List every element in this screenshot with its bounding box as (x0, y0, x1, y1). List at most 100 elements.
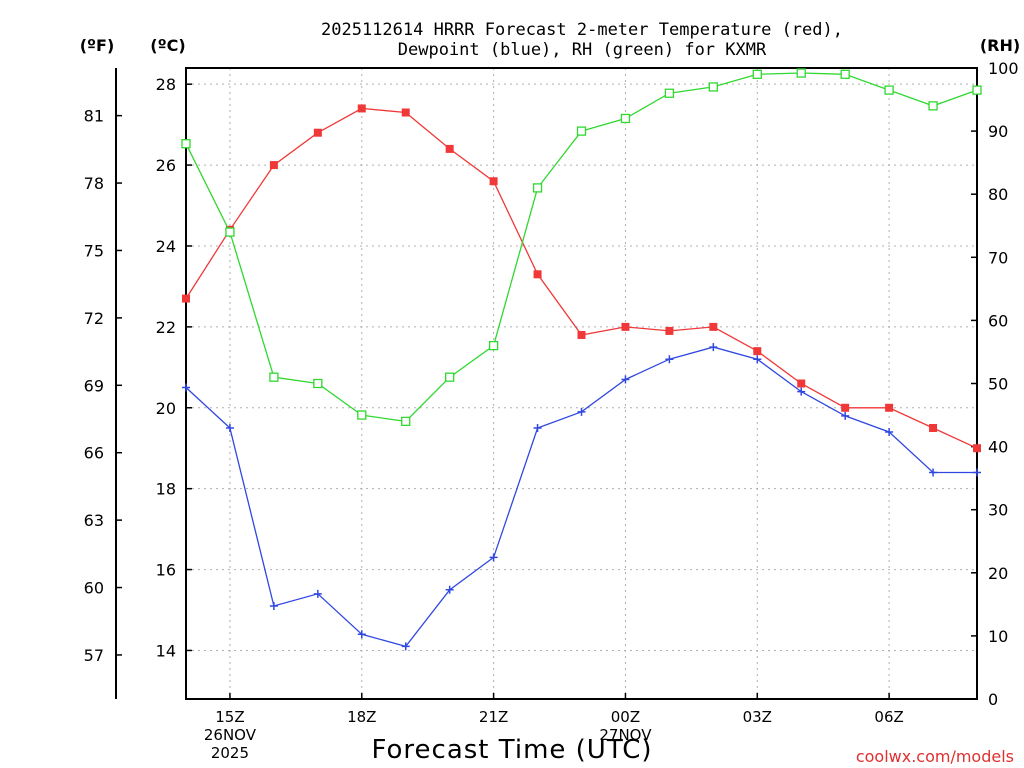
rh-point (796, 68, 806, 78)
rh-tick-label: 30 (988, 501, 1008, 520)
dewpoint-point (445, 585, 454, 594)
temperature-point (357, 104, 366, 113)
x-tick-label: 06Z (874, 708, 903, 726)
temperature-point (533, 270, 542, 279)
series-dewpoint (182, 343, 981, 651)
x-axis-title: Forecast Time (UTC) (371, 735, 652, 765)
rh-point (576, 126, 587, 136)
celsius-tick-label: 20 (156, 399, 176, 418)
temperature-point (269, 161, 278, 170)
temperature-point (973, 444, 981, 453)
rh-point (884, 85, 894, 95)
chart-title: 2025112614 HRRR Forecast 2-meter Tempera… (321, 20, 843, 60)
temperature-point (665, 326, 674, 335)
fahrenheit-tick-label: 72 (84, 309, 104, 328)
rh-point (357, 410, 367, 420)
dewpoint-point (709, 343, 718, 352)
rh-tick-label: 50 (988, 375, 1008, 394)
fahrenheit-tick-label: 66 (84, 444, 104, 463)
rh-axis-label: (RH) (980, 36, 1020, 55)
x-tick-label: 27NOV (599, 726, 652, 744)
series-temperature (182, 104, 981, 453)
dewpoint-point (973, 468, 981, 477)
x-tick-label: 03Z (743, 708, 772, 726)
celsius-tick-label: 18 (156, 480, 176, 499)
rh-tick-label: 80 (988, 185, 1008, 204)
dewpoint-point (929, 468, 938, 477)
chart-title-line-1: 2025112614 HRRR Forecast 2-meter Tempera… (321, 20, 843, 40)
rh-tick-label: 0 (988, 690, 998, 709)
plot-frame (185, 67, 978, 700)
rh-point (972, 85, 982, 95)
rh-tick-label: 70 (988, 248, 1008, 267)
rh-tick-label: 60 (988, 311, 1008, 330)
rh-tick-label: 40 (988, 438, 1008, 457)
rh-point (313, 378, 323, 389)
temperature-point (313, 128, 322, 137)
dewpoint-point (577, 407, 586, 416)
celsius-axis-label: (ºC) (150, 36, 185, 55)
dewpoint-point (225, 423, 234, 432)
x-tick-label: 18Z (347, 708, 376, 726)
rh-point (532, 183, 543, 193)
dewpoint-point (753, 355, 762, 364)
fahrenheit-tick-label: 75 (84, 241, 104, 260)
x-tick-label: 21Z (479, 708, 508, 726)
temperature-point (182, 294, 190, 303)
rh-line (185, 72, 978, 423)
dewpoint-point (841, 411, 850, 420)
dewpoint-point (357, 630, 366, 639)
celsius-tick-label: 14 (156, 641, 176, 660)
temperature-point (577, 330, 586, 339)
temperature-point (797, 379, 806, 388)
x-tick-label: 26NOV (204, 726, 257, 744)
rh-point (928, 101, 938, 111)
rh-point (181, 139, 191, 149)
temperature-point (709, 322, 718, 331)
rh-point (269, 372, 279, 382)
series-rh (181, 68, 982, 427)
dewpoint-point (885, 428, 894, 437)
celsius-tick-label: 28 (156, 75, 176, 94)
rh-tick-label: 90 (988, 122, 1008, 141)
temperature-point (753, 347, 762, 356)
rh-tick-label: 100 (988, 59, 1019, 78)
chart-title-line-2: Dewpoint (blue), RH (green) for KXMR (398, 40, 767, 60)
x-tick-label: 15Z (215, 708, 244, 726)
temperature-point (401, 108, 410, 117)
rh-point (620, 113, 631, 124)
dewpoint-point (665, 355, 674, 364)
rh-point (752, 69, 762, 79)
celsius-tick-label: 16 (156, 561, 176, 580)
dewpoint-point (401, 642, 410, 651)
rh-point (445, 372, 455, 382)
data-series (181, 68, 982, 651)
celsius-tick-label: 24 (156, 237, 176, 256)
rh-point (840, 69, 850, 79)
rh-point (401, 416, 411, 427)
temperature-point (885, 403, 894, 412)
source-credit: coolwx.com/models (856, 747, 1014, 766)
fahrenheit-tick-label: 81 (84, 107, 104, 126)
temperature-point (929, 423, 938, 432)
rh-tick-label: 20 (988, 564, 1008, 583)
dewpoint-point (621, 375, 630, 384)
dewpoint-line (185, 346, 977, 648)
rh-point (708, 82, 718, 92)
rh-tick-label: 10 (988, 627, 1008, 646)
dewpoint-point (269, 601, 278, 610)
fahrenheit-tick-label: 60 (84, 579, 104, 598)
x-tick-label: 2025 (211, 744, 249, 762)
temperature-point (489, 177, 498, 186)
celsius-tick-label: 22 (156, 318, 176, 337)
fahrenheit-tick-label: 63 (84, 511, 104, 530)
x-tick-label: 00Z (611, 708, 640, 726)
fahrenheit-tick-label: 78 (84, 174, 104, 193)
axes: 57 60 63 66 69 72 75 78 81 14 16 18 20 22 24 26 28 0 10 20 3… (84, 59, 1019, 762)
temperature-point (621, 322, 630, 331)
dewpoint-point (797, 387, 806, 396)
gridlines (186, 68, 977, 699)
celsius-tick-label: 26 (156, 156, 176, 175)
dewpoint-point (313, 589, 322, 598)
